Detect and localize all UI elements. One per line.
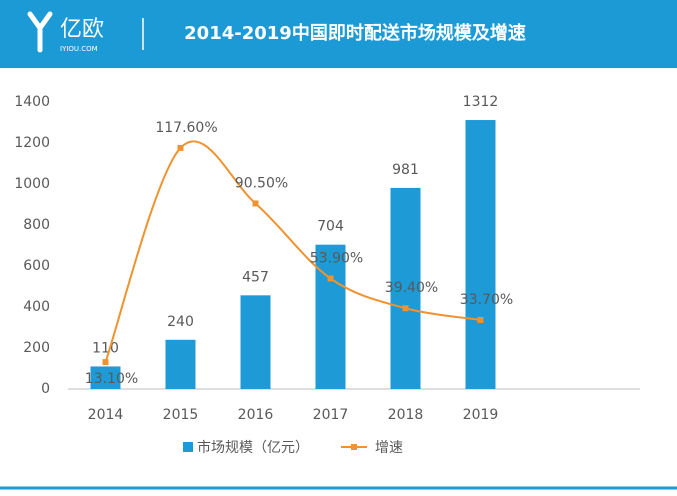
line: [104, 140, 481, 363]
bar-label: 457: [242, 269, 269, 285]
y-tick-label: 200: [23, 340, 50, 356]
line-marker: [177, 144, 184, 151]
bar: [165, 339, 196, 389]
y-tick-label: 800: [23, 217, 50, 233]
line-label: 33.70%: [460, 292, 513, 308]
header-band: [0, 0, 677, 68]
line-marker: [327, 275, 334, 282]
bar-label: 1312: [463, 94, 499, 110]
logo: 亿欧: [60, 17, 104, 42]
bar: [390, 187, 421, 389]
line-marker: [252, 200, 259, 207]
line-marker: [477, 316, 484, 323]
x-tick-label: 2017: [313, 407, 349, 423]
bar-label: 240: [167, 314, 194, 330]
x-tick-label: 2016: [238, 407, 274, 423]
y-tick-label: 400: [23, 299, 50, 315]
line-label: 117.60%: [155, 120, 217, 136]
logo-sub: IYIOU.COM: [60, 45, 98, 53]
bar-label: 704: [317, 219, 344, 235]
bar-label: 981: [392, 162, 419, 178]
x-tick-label: 2014: [88, 407, 124, 423]
legend-swatch: [183, 442, 193, 452]
line-label: 39.40%: [385, 280, 438, 296]
legend-label: 市场规模（亿元）: [197, 439, 309, 456]
line-label: 90.50%: [235, 175, 288, 191]
y-tick-label: 1000: [14, 176, 50, 192]
y-tick-label: 0: [41, 381, 50, 397]
line-label: 53.90%: [310, 251, 363, 267]
bar: [315, 244, 346, 389]
bar-label: 110: [92, 340, 119, 356]
bar: [90, 366, 121, 389]
y-tick-label: 1200: [14, 135, 50, 151]
legend-label: 增速: [375, 440, 403, 456]
y-tick-label: 1400: [14, 94, 50, 110]
line-label: 13.10%: [85, 371, 138, 387]
y-tick-label: 600: [23, 258, 50, 274]
line-marker: [102, 359, 109, 366]
chart-title: 2014-2019中国即时配送市场规模及增速: [184, 22, 526, 44]
x-tick-label: 2015: [163, 407, 199, 423]
line-marker: [402, 305, 409, 312]
legend-swatch: [351, 444, 357, 450]
x-tick-label: 2019: [463, 407, 499, 423]
bar: [240, 295, 271, 389]
x-tick-label: 2018: [388, 407, 424, 423]
logo-icon: [27, 11, 53, 53]
bar: [465, 120, 496, 389]
